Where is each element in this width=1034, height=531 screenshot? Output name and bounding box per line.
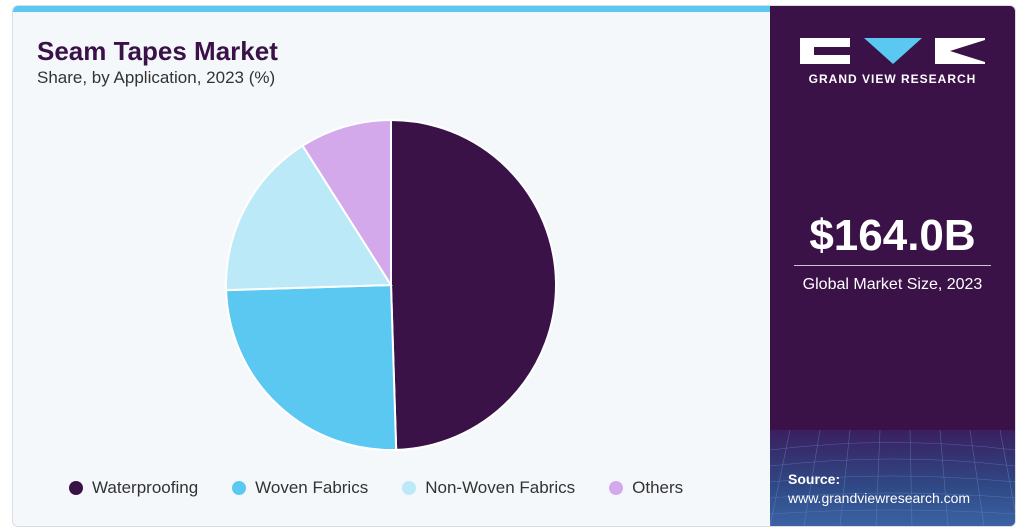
grid-pattern: [770, 430, 1015, 526]
source-label: Source:: [788, 471, 841, 487]
legend-item-others: Others: [609, 478, 683, 498]
chart-title: Seam Tapes Market: [37, 36, 278, 66]
market-size-label: Global Market Size, 2023: [802, 276, 983, 293]
sidebar: GRAND VIEW RESEARCH $164.0B Global Marke…: [770, 6, 1015, 526]
legend-label: Others: [632, 478, 684, 497]
chart-subtitle: Share, by Application, 2023 (%): [37, 68, 276, 87]
gvr-logo-icon: [800, 38, 985, 64]
pie-slice-others: [301, 118, 392, 289]
legend-item-waterproofing: Waterproofing: [69, 478, 198, 498]
legend-label: Non-Woven Fabrics: [425, 478, 576, 497]
pie-slice-non-woven-fabrics: [225, 144, 393, 292]
market-size-value: $164.0B: [809, 211, 976, 260]
legend-label: Waterproofing: [92, 478, 199, 497]
source-panel: [770, 430, 1015, 526]
chart-panel: Seam Tapes Market Share, by Application,…: [13, 6, 770, 526]
legend-swatch: [69, 481, 83, 495]
accent-bar: [13, 6, 770, 12]
pie-slice-woven-fabrics: [225, 283, 398, 451]
legend-label: Woven Fabrics: [255, 478, 369, 497]
pie-slice-waterproofing: [390, 118, 557, 451]
logo-text: GRAND VIEW RESEARCH: [808, 72, 977, 86]
legend: Waterproofing Woven Fabrics Non-Woven Fa…: [69, 478, 683, 498]
divider: [794, 265, 991, 266]
legend-swatch: [232, 481, 247, 495]
pie-chart: [225, 118, 557, 451]
legend-swatch: [402, 481, 417, 495]
legend-item-woven-fabrics: Woven Fabrics: [232, 478, 368, 498]
source-url: www.grandviewresearch.com: [788, 490, 971, 506]
legend-item-non-woven-fabrics: Non-Woven Fabrics: [402, 478, 575, 498]
legend-swatch: [609, 481, 624, 495]
chart-card: Seam Tapes Market Share, by Application,…: [12, 5, 1016, 527]
